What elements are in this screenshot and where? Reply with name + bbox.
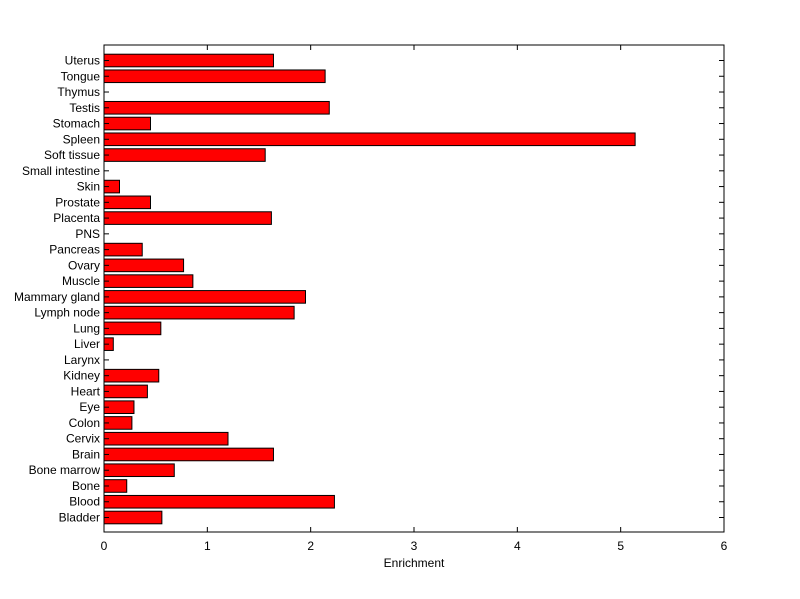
- bar-placenta: [103, 211, 272, 225]
- y-tick-label-small-intestine: Small intestine: [22, 164, 100, 178]
- bar-kidney: [103, 368, 160, 383]
- x-tick-label-5: 5: [617, 539, 624, 553]
- y-tick-label-tongue: Tongue: [61, 69, 101, 83]
- bars-group: [103, 53, 636, 525]
- bar-spleen: [103, 132, 636, 147]
- bar-pancreas: [103, 242, 143, 257]
- y-tick-label-lung: Lung: [73, 321, 100, 335]
- bar-bladder: [103, 510, 163, 525]
- y-tick-label-testis: Testis: [69, 101, 100, 115]
- x-tick-label-3: 3: [411, 539, 418, 553]
- x-tick-label-1: 1: [204, 539, 211, 553]
- bar-stomach: [103, 116, 151, 131]
- bar-soft-tissue: [103, 148, 266, 162]
- y-tick-label-eye: Eye: [79, 400, 100, 414]
- x-axis-title: Enrichment: [384, 556, 445, 570]
- x-tick-label-4: 4: [514, 539, 521, 553]
- y-tick-label-skin: Skin: [77, 180, 100, 194]
- y-tick-label-colon: Colon: [69, 416, 100, 430]
- x-tick-label-2: 2: [307, 539, 314, 553]
- bar-tongue: [103, 69, 326, 84]
- y-tick-label-stomach: Stomach: [53, 117, 100, 131]
- bar-blood: [103, 494, 335, 509]
- y-tick-label-placenta: Placenta: [53, 211, 100, 225]
- bar-bone-marrow: [103, 463, 175, 478]
- y-tick-label-muscle: Muscle: [62, 274, 100, 288]
- y-tick-label-heart: Heart: [71, 384, 101, 398]
- bar-lung: [103, 321, 162, 336]
- y-tick-label-lymph-node: Lymph node: [34, 306, 100, 320]
- bar-muscle: [103, 274, 194, 288]
- y-tick-label-bladder: Bladder: [59, 511, 100, 525]
- y-tick-label-prostate: Prostate: [55, 195, 100, 209]
- y-tick-label-blood: Blood: [69, 495, 100, 509]
- y-tick-label-thymus: Thymus: [57, 85, 100, 99]
- y-tick-label-mammary-gland: Mammary gland: [14, 290, 100, 304]
- y-tick-label-brain: Brain: [72, 447, 100, 461]
- y-tick-label-cervix: Cervix: [66, 432, 100, 446]
- bar-cervix: [103, 431, 229, 446]
- y-tick-label-larynx: Larynx: [64, 353, 100, 367]
- y-tick-label-ovary: Ovary: [68, 258, 100, 272]
- bar-uterus: [103, 53, 274, 68]
- y-tick-label-bone-marrow: Bone marrow: [29, 463, 101, 477]
- bar-prostate: [103, 195, 151, 210]
- bar-ovary: [103, 258, 185, 273]
- y-tick-label-pancreas: Pancreas: [49, 243, 100, 257]
- y-tick-label-bone: Bone: [72, 479, 100, 493]
- plot-frame: [103, 44, 725, 533]
- bar-heart: [103, 384, 148, 399]
- bar-testis: [103, 100, 330, 115]
- bar-mammary-gland: [103, 290, 306, 304]
- y-tick-label-uterus: Uterus: [65, 54, 100, 68]
- y-tick-label-pns: PNS: [75, 227, 100, 241]
- bar-brain: [103, 447, 274, 462]
- y-tick-label-kidney: Kidney: [63, 369, 100, 383]
- y-tick-label-liver: Liver: [74, 337, 100, 351]
- bar-lymph-node: [103, 305, 295, 320]
- y-tick-label-soft-tissue: Soft tissue: [44, 148, 100, 162]
- x-tick-label-0: 0: [101, 539, 108, 553]
- y-tick-label-spleen: Spleen: [63, 132, 100, 146]
- x-tick-label-6: 6: [721, 539, 728, 553]
